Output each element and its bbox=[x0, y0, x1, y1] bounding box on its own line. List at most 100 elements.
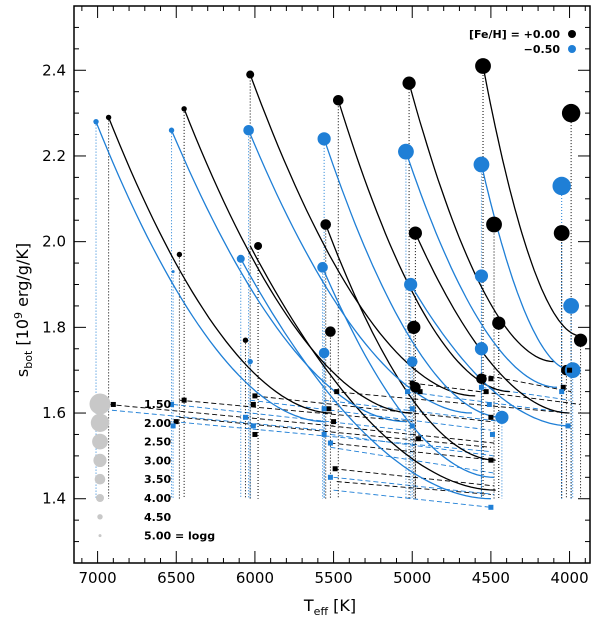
curve-metal-poor bbox=[323, 138, 502, 418]
size-legend-marker bbox=[97, 514, 103, 520]
data-point-solar bbox=[246, 70, 255, 79]
y-axis-title: sbot [109 erg/g/K] bbox=[12, 243, 35, 377]
curve-solar bbox=[249, 74, 476, 397]
data-point-metal-poor bbox=[474, 269, 489, 283]
data-point-metal-poor bbox=[317, 262, 328, 273]
data-point-solar bbox=[476, 373, 487, 385]
curve-solar bbox=[408, 82, 554, 363]
square-marker-solar bbox=[252, 393, 258, 399]
data-point-metal-poor bbox=[171, 270, 175, 274]
square-marker-metal-poor bbox=[327, 440, 333, 446]
square-marker-metal-poor bbox=[321, 406, 327, 412]
curve-solar bbox=[249, 245, 496, 491]
square-marker-solar bbox=[488, 414, 494, 420]
dashed-line bbox=[481, 386, 570, 401]
size-legend-marker bbox=[94, 473, 106, 485]
data-point-solar bbox=[181, 106, 187, 112]
square-marker-metal-poor bbox=[489, 431, 495, 437]
data-point-metal-poor bbox=[552, 176, 571, 196]
data-point-metal-poor bbox=[317, 132, 331, 146]
data-point-solar bbox=[242, 337, 249, 343]
square-marker-solar bbox=[483, 389, 489, 395]
square-marker-metal-poor bbox=[321, 431, 327, 437]
square-marker-solar bbox=[416, 436, 422, 442]
square-marker-solar bbox=[409, 380, 415, 386]
data-point-solar bbox=[475, 58, 491, 74]
data-point-metal-poor bbox=[236, 254, 245, 263]
curve-solar bbox=[482, 65, 581, 337]
size-legend-marker bbox=[89, 393, 111, 415]
x-axis-title: Teff [K] bbox=[303, 596, 356, 618]
data-point-solar bbox=[561, 103, 581, 123]
size-legend-label: 3.50 bbox=[144, 473, 171, 486]
data-point-solar bbox=[573, 333, 588, 347]
data-point-metal-poor bbox=[406, 356, 418, 367]
legend-marker-solar bbox=[568, 30, 576, 38]
data-point-metal-poor bbox=[168, 127, 175, 133]
dashed-line bbox=[333, 489, 491, 508]
square-marker-metal-poor bbox=[327, 474, 333, 480]
square-marker-metal-poor bbox=[169, 401, 175, 407]
x-tick-label: 5000 bbox=[393, 569, 431, 587]
size-legend-label: 1.50 bbox=[144, 398, 171, 411]
data-point-metal-poor bbox=[398, 143, 414, 160]
square-marker-metal-poor bbox=[478, 384, 484, 390]
legend-label-solar: [Fe/H] = +0.00 bbox=[469, 28, 560, 41]
legend-label-metal-poor: −0.50 bbox=[524, 43, 561, 56]
square-marker-solar bbox=[326, 406, 332, 412]
curve-metal-poor bbox=[170, 130, 406, 423]
size-legend-label: 2.00 bbox=[144, 417, 171, 430]
curve-solar bbox=[414, 232, 570, 414]
square-marker-solar bbox=[331, 419, 337, 425]
data-point-solar bbox=[105, 114, 112, 121]
square-marker-solar bbox=[334, 389, 340, 395]
square-marker-solar bbox=[332, 466, 338, 472]
square-marker-solar bbox=[252, 431, 258, 437]
x-tick-label: 6000 bbox=[236, 569, 274, 587]
data-point-metal-poor bbox=[318, 347, 330, 359]
square-marker-metal-poor bbox=[488, 504, 494, 510]
legend-marker-metal-poor bbox=[568, 45, 576, 53]
data-point-solar bbox=[492, 316, 506, 330]
size-legend-label: 2.50 bbox=[144, 436, 171, 449]
data-point-metal-poor bbox=[563, 298, 580, 314]
x-tick-label: 4500 bbox=[472, 569, 510, 587]
dashed-line bbox=[481, 374, 572, 393]
data-point-metal-poor bbox=[473, 156, 490, 173]
size-legend-label: 5.00 = logg bbox=[144, 530, 215, 543]
data-point-solar bbox=[408, 226, 422, 240]
dashed-line bbox=[173, 404, 406, 431]
square-marker-metal-poor bbox=[559, 389, 565, 395]
size-legend-label: 4.50 bbox=[144, 511, 171, 524]
dashed-line bbox=[250, 399, 491, 431]
curve-metal-poor bbox=[240, 258, 491, 500]
x-tick-label: 6500 bbox=[157, 569, 195, 587]
data-point-solar bbox=[553, 225, 570, 241]
curve-solar bbox=[183, 108, 413, 414]
y-tick-label: 2.0 bbox=[42, 233, 66, 251]
data-point-metal-poor bbox=[564, 362, 581, 379]
y-tick-label: 1.6 bbox=[42, 404, 66, 422]
square-marker-metal-poor bbox=[242, 414, 248, 420]
data-point-metal-poor bbox=[404, 277, 418, 292]
square-marker-metal-poor bbox=[486, 401, 492, 407]
square-marker-solar bbox=[567, 367, 573, 373]
data-point-solar bbox=[332, 94, 344, 106]
y-tick-label: 1.8 bbox=[42, 318, 66, 336]
x-tick-label: 5500 bbox=[314, 569, 352, 587]
size-legend-label: 3.00 bbox=[144, 454, 171, 467]
square-marker-solar bbox=[417, 389, 423, 395]
x-tick-label: 7000 bbox=[79, 569, 117, 587]
square-marker-metal-poor bbox=[250, 423, 256, 429]
data-point-solar bbox=[176, 251, 183, 258]
logg-size-legend: 1.50 2.00 2.50 3.00 3.50 4.00 4.50 5.00 = logg bbox=[89, 393, 215, 543]
axis-ticks: 7000 6500 6000 5500 5000 4500 4000 1.4 1.6 1.8 2.0… bbox=[42, 6, 590, 587]
curve-solar bbox=[107, 117, 333, 414]
dashed-line bbox=[179, 416, 491, 448]
size-legend-marker bbox=[96, 494, 104, 502]
dashed-line bbox=[336, 481, 491, 495]
curve-metal-poor bbox=[480, 164, 572, 371]
square-marker-metal-poor bbox=[170, 423, 176, 429]
curve-metal-poor bbox=[322, 267, 495, 478]
size-legend-marker bbox=[93, 453, 107, 467]
